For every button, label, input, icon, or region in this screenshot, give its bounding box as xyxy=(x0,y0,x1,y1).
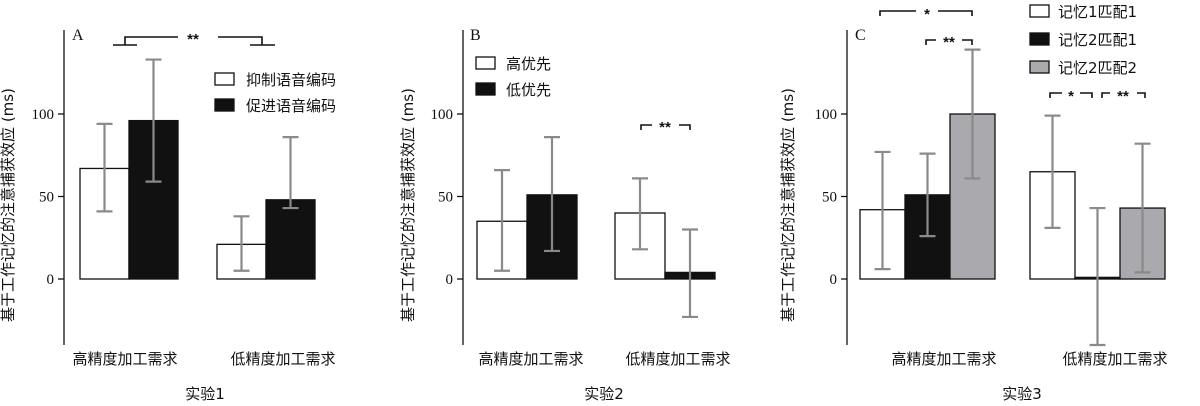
panel-c-xlabel: 实验3 xyxy=(1002,385,1042,403)
panel-c-errorbar-group1-series1 xyxy=(1089,206,1106,347)
panel-a-category-0: 高精度加工需求 xyxy=(72,350,177,368)
panel-c-y-tick-label-1: 50 xyxy=(822,190,837,206)
panel-a-bars xyxy=(79,119,316,280)
panel-b-legend-swatch-1 xyxy=(475,82,496,96)
panel-a-legend-label-1: 促进语音编码 xyxy=(246,97,336,115)
panel-c-errorbar-group1-series2 xyxy=(1134,142,1151,274)
panel-c-ylabel: 基于工作记忆的注意捕获效应 (ms) xyxy=(779,88,797,322)
panel-b-errorbar-group1-series1 xyxy=(682,228,698,319)
panel-b-bars xyxy=(476,194,716,280)
panel-c-legend-label-1: 记忆2匹配1 xyxy=(1058,31,1137,49)
panel-b-category-1: 低精度加工需求 xyxy=(625,350,730,368)
panel-b-legend-swatch-0 xyxy=(475,56,496,70)
panel-c-y-tick-label-2: 100 xyxy=(815,107,838,123)
panel-b-legend-label-1: 低优先 xyxy=(506,81,551,99)
panel-a-errorbars xyxy=(96,58,299,272)
panel-a-y-tick-label-2: 100 xyxy=(32,107,55,123)
panel-b-ylabel: 基于工作记忆的注意捕获效应 (ms) xyxy=(399,88,417,322)
panel-b-legend-label-0: 高优先 xyxy=(506,55,551,73)
panel-b-y-tick-label-2: 100 xyxy=(431,107,454,123)
panel-c-errorbars xyxy=(874,48,1151,347)
panel-c-letter: C xyxy=(855,27,866,44)
panel-c-category-0: 高精度加工需求 xyxy=(891,350,996,368)
panel-a-bar-group1-series1 xyxy=(265,199,316,280)
panel-c-y-tick-label-0: 0 xyxy=(830,272,838,288)
panel-a-significance-bracket xyxy=(113,36,275,46)
panel-a-legend-swatch-1 xyxy=(214,98,235,112)
panel-c-significance-label-2: * xyxy=(1068,88,1074,105)
panel-b-y-tick-label-0: 0 xyxy=(446,272,454,288)
panel-a-ylabel: 基于工作记忆的注意捕获效应 (ms) xyxy=(0,88,17,322)
panel-c-significance-label-0: * xyxy=(924,6,930,23)
panel-a-xlabel: 实验1 xyxy=(185,385,225,403)
panel-b-category-0: 高精度加工需求 xyxy=(478,350,583,368)
panel-c-legend-swatch-1 xyxy=(1029,32,1050,46)
panel-a-legend-label-0: 抑制语音编码 xyxy=(246,71,336,89)
panel-c-errorbar-group0-series1 xyxy=(919,152,936,238)
panel-c-errorbar-group0-series2 xyxy=(964,48,981,180)
panel-c-legend-swatch-0 xyxy=(1029,4,1050,18)
panel-b-xlabel: 实验2 xyxy=(584,385,624,403)
panel-a-y-axis: 0 50 100 xyxy=(32,30,65,345)
panel-a-errorbar-group0-series0 xyxy=(96,122,113,213)
panel-c-legend-label-2: 记忆2匹配2 xyxy=(1058,59,1137,77)
panel-a-errorbar-group1-series1 xyxy=(282,136,299,210)
panel-b-significance-label-0: ** xyxy=(659,119,671,136)
panel-a-significance-label-0: ** xyxy=(187,31,199,48)
panel-a-category-1: 低精度加工需求 xyxy=(230,350,335,368)
panel-c-y-axis: 0 50 100 xyxy=(815,30,848,345)
panel-a-letter: A xyxy=(72,27,84,44)
panel-a-legend-swatch-0 xyxy=(214,72,235,86)
panel-b-significance-bracket xyxy=(640,124,691,130)
panel-c-legend-swatch-2 xyxy=(1029,60,1050,74)
panel-a: 基于工作记忆的注意捕获效应 (ms) 0 50 100 A 高精度加工需求 低精度加… xyxy=(0,27,336,403)
panel-b-errorbar-group1-series0 xyxy=(632,177,648,251)
panel-c-significance-brackets xyxy=(879,10,1146,98)
panel-c-legend-label-0: 记忆1匹配1 xyxy=(1058,3,1137,21)
panel-c-significance-label-3: ** xyxy=(1117,88,1129,105)
panel-c-significance-label-1: ** xyxy=(943,34,955,51)
panel-c-bars xyxy=(859,113,1166,280)
panel-a-errorbar-group1-series0 xyxy=(233,215,250,272)
panel-a-y-tick-label-0: 0 xyxy=(47,272,55,288)
panel-b-errorbars xyxy=(494,136,698,319)
panel-b-errorbar-group0-series0 xyxy=(494,169,510,272)
panel-a-y-tick-label-1: 50 xyxy=(39,190,54,206)
panel-b-y-tick-label-1: 50 xyxy=(438,190,453,206)
panel-b-y-axis: 0 50 100 xyxy=(431,30,464,345)
panel-b: 基于工作记忆的注意捕获效应 (ms) 0 50 100 B 高精度加工需求 低精度加… xyxy=(399,27,731,403)
panel-b-errorbar-group0-series1 xyxy=(544,136,560,253)
panel-c-errorbar-group0-series0 xyxy=(874,150,891,271)
panel-a-errorbar-group0-series1 xyxy=(145,58,162,183)
panel-b-letter: B xyxy=(470,27,481,44)
panel-c-errorbar-group1-series0 xyxy=(1044,114,1061,229)
panel-c-category-1: 低精度加工需求 xyxy=(1062,350,1167,368)
panel-c: 基于工作记忆的注意捕获效应 (ms) 0 50 100 C 高精度加工需求 低精度加… xyxy=(779,3,1168,403)
